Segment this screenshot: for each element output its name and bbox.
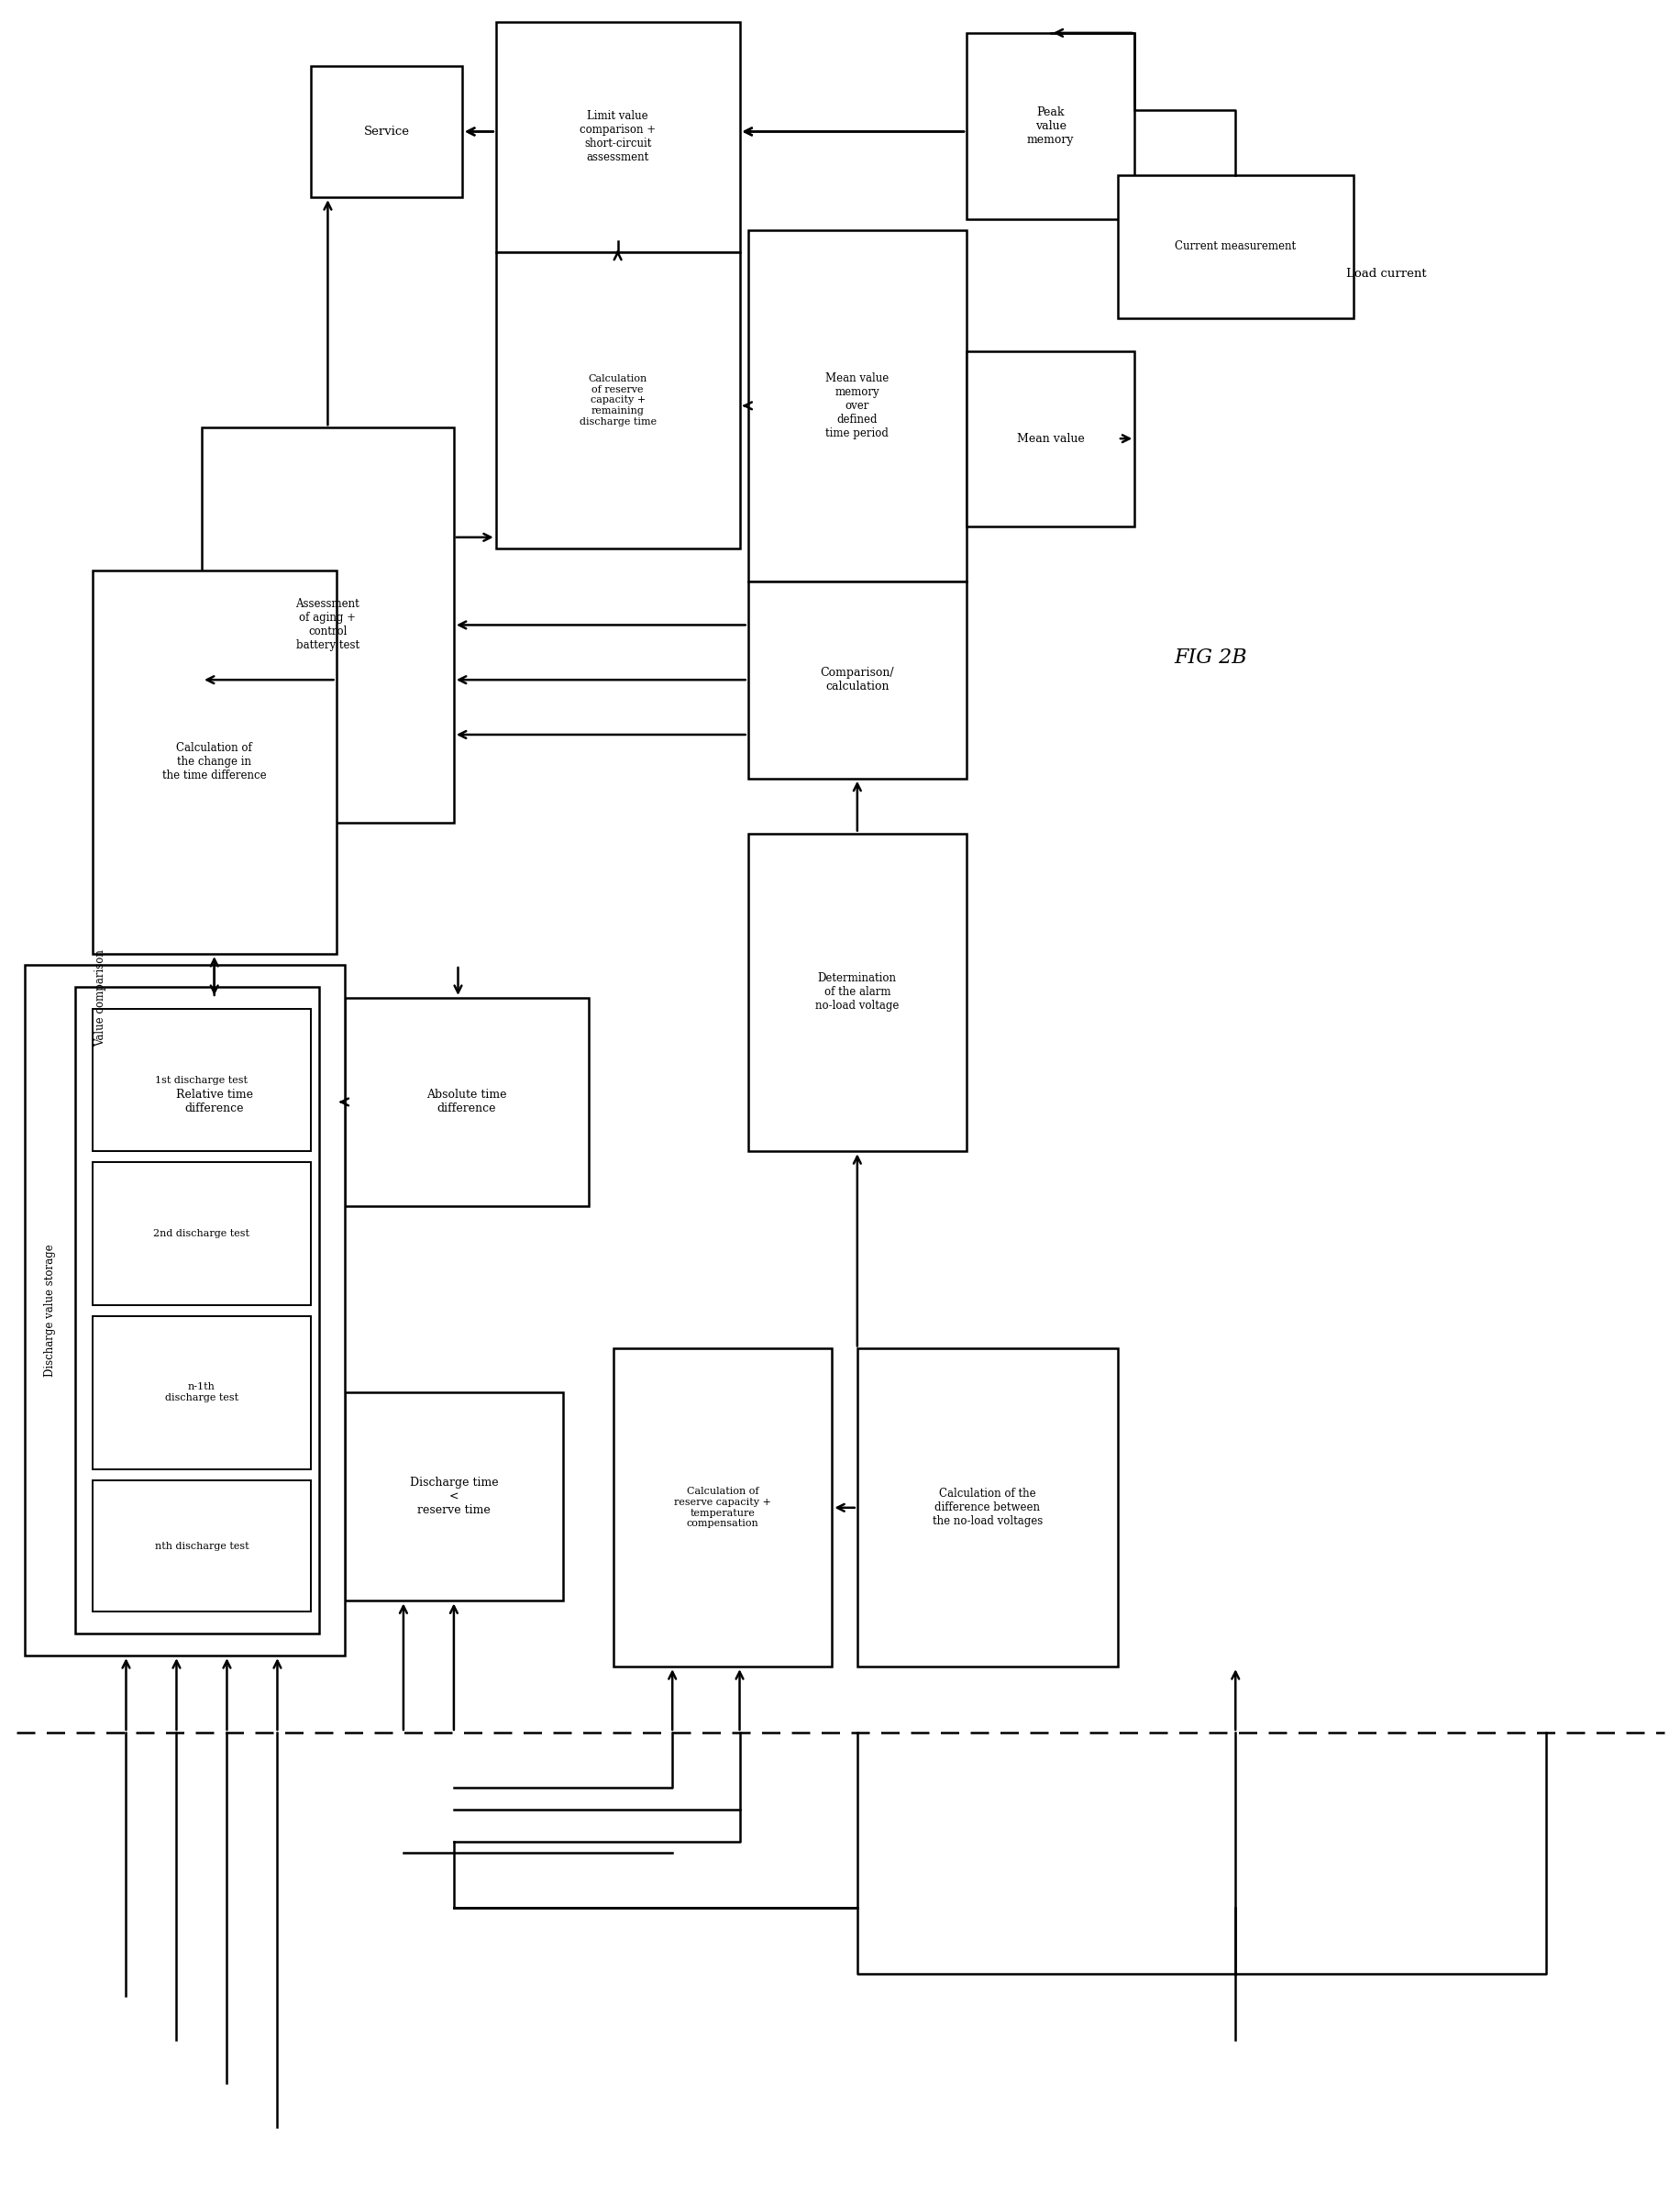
Bar — [966, 33, 1134, 219]
Bar — [496, 22, 739, 252]
Bar — [92, 1162, 311, 1305]
Bar — [496, 252, 739, 548]
Bar — [966, 351, 1134, 526]
Bar — [857, 1349, 1117, 1667]
Text: n-1th
discharge test: n-1th discharge test — [165, 1382, 239, 1404]
Text: 2nd discharge test: 2nd discharge test — [153, 1228, 250, 1239]
Text: Calculation of the
difference between
the no-load voltages: Calculation of the difference between th… — [932, 1489, 1042, 1526]
Text: Discharge value storage: Discharge value storage — [44, 1243, 57, 1377]
Text: Value comparison: Value comparison — [94, 950, 108, 1046]
Bar — [92, 998, 336, 1206]
Bar — [344, 1393, 563, 1601]
Text: 1st discharge test: 1st discharge test — [155, 1075, 249, 1086]
Text: Absolute time
difference: Absolute time difference — [427, 1090, 506, 1114]
Bar — [311, 66, 462, 197]
Text: Comparison/
calculation: Comparison/ calculation — [820, 667, 894, 693]
Text: Determination
of the alarm
no-load voltage: Determination of the alarm no-load volta… — [815, 974, 899, 1011]
Text: FIG 2B: FIG 2B — [1173, 647, 1247, 669]
Bar — [25, 965, 344, 1656]
Bar — [202, 428, 454, 822]
Text: Assessment
of aging +
control
battery test: Assessment of aging + control battery te… — [296, 599, 360, 651]
Text: Relative time
difference: Relative time difference — [176, 1090, 252, 1114]
Text: Load current: Load current — [1346, 268, 1426, 281]
Bar — [92, 1480, 311, 1612]
Bar — [92, 1316, 311, 1469]
Bar — [1117, 175, 1352, 318]
Text: nth discharge test: nth discharge test — [155, 1542, 249, 1550]
Text: Calculation of
the change in
the time difference: Calculation of the change in the time di… — [163, 743, 265, 781]
Text: Mean value
memory
over
defined
time period: Mean value memory over defined time peri… — [825, 373, 889, 439]
Bar — [748, 230, 966, 581]
Text: Mean value: Mean value — [1016, 432, 1084, 445]
Text: Discharge time
<
reserve time: Discharge time < reserve time — [410, 1478, 497, 1515]
Bar — [92, 570, 336, 954]
Bar — [613, 1349, 832, 1667]
Bar — [748, 833, 966, 1151]
Text: Peak
value
memory: Peak value memory — [1026, 107, 1074, 145]
Text: Service: Service — [363, 125, 410, 138]
Bar — [344, 998, 588, 1206]
Bar — [76, 987, 319, 1634]
Text: Limit value
comparison +
short-circuit
assessment: Limit value comparison + short-circuit a… — [580, 110, 655, 164]
Bar — [748, 581, 966, 779]
Text: Calculation of
reserve capacity +
temperature
compensation: Calculation of reserve capacity + temper… — [674, 1487, 771, 1529]
Bar — [92, 1009, 311, 1151]
Text: Calculation
of reserve
capacity +
remaining
discharge time: Calculation of reserve capacity + remain… — [580, 375, 655, 425]
Text: Current measurement: Current measurement — [1174, 241, 1295, 252]
